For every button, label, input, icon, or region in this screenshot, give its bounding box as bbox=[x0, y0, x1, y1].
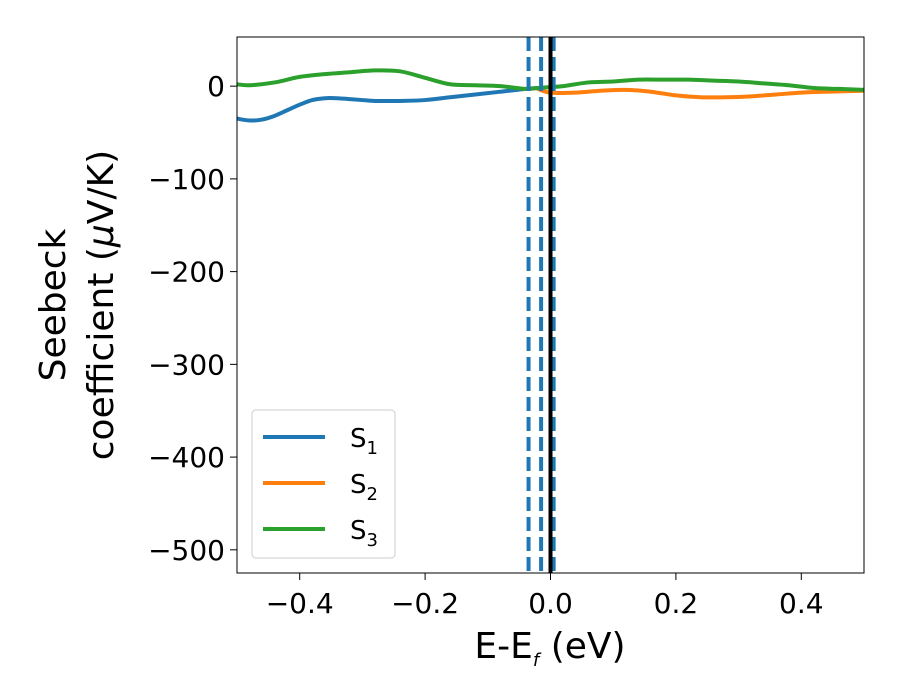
x-tick-label: −0.2 bbox=[391, 587, 459, 620]
y-axis-label-line1: Seebeck bbox=[33, 228, 74, 381]
legend-label-s2-sub: 2 bbox=[367, 484, 378, 505]
x-axis-label-unit: (eV) bbox=[539, 626, 625, 667]
legend-entry-s2: S2 bbox=[263, 470, 378, 505]
y-tick-label: −400 bbox=[148, 441, 225, 474]
legend-label-s1-main: S bbox=[350, 424, 367, 454]
x-axis-label: E-Ef (eV) bbox=[474, 626, 625, 671]
y-tick-label: −200 bbox=[148, 256, 225, 289]
legend-entry-s1: S1 bbox=[263, 424, 378, 459]
x-tick-label: 0.0 bbox=[528, 587, 573, 620]
series-line-s3 bbox=[237, 68, 864, 92]
series-layer bbox=[237, 68, 864, 123]
y-axis-label-line2: coefficient (μV/K) bbox=[81, 150, 122, 460]
legend-label-s3-main: S bbox=[350, 516, 367, 546]
series-line-s2 bbox=[535, 86, 864, 100]
y-axis: 0 −100 −200 −300 −400 −500 bbox=[148, 70, 237, 567]
legend-label-s2-main: S bbox=[350, 470, 367, 500]
legend: S1 S2 S3 bbox=[251, 409, 396, 559]
y-axis-label-mu: μ bbox=[81, 224, 122, 248]
y-tick-label: 0 bbox=[207, 70, 225, 103]
legend-label-s3-sub: 3 bbox=[367, 530, 378, 551]
y-axis-label-post: V/K) bbox=[81, 150, 122, 224]
y-tick-label: −500 bbox=[148, 534, 225, 567]
y-axis-label-pre: coefficient ( bbox=[81, 247, 122, 460]
legend-label-s3: S3 bbox=[350, 516, 378, 551]
legend-label-s2: S2 bbox=[350, 470, 378, 505]
x-tick-label: −0.4 bbox=[266, 587, 334, 620]
vline-layer bbox=[526, 37, 556, 573]
series-line-s1 bbox=[237, 86, 540, 123]
y-axis-label: Seebeck coefficient (μV/K) bbox=[33, 150, 122, 460]
y-tick-label: −300 bbox=[148, 348, 225, 381]
y-tick-label: −100 bbox=[148, 163, 225, 196]
x-tick-label: 0.2 bbox=[654, 587, 699, 620]
x-tick-label: 0.4 bbox=[779, 587, 824, 620]
x-axis-label-main: E-E bbox=[474, 626, 532, 667]
legend-entry-s3: S3 bbox=[263, 516, 378, 551]
legend-label-s1: S1 bbox=[350, 424, 378, 459]
legend-label-s1-sub: 1 bbox=[367, 438, 378, 459]
x-axis-label-sub: f bbox=[533, 650, 542, 671]
x-axis: −0.4 −0.2 0.0 0.2 0.4 bbox=[266, 573, 824, 620]
